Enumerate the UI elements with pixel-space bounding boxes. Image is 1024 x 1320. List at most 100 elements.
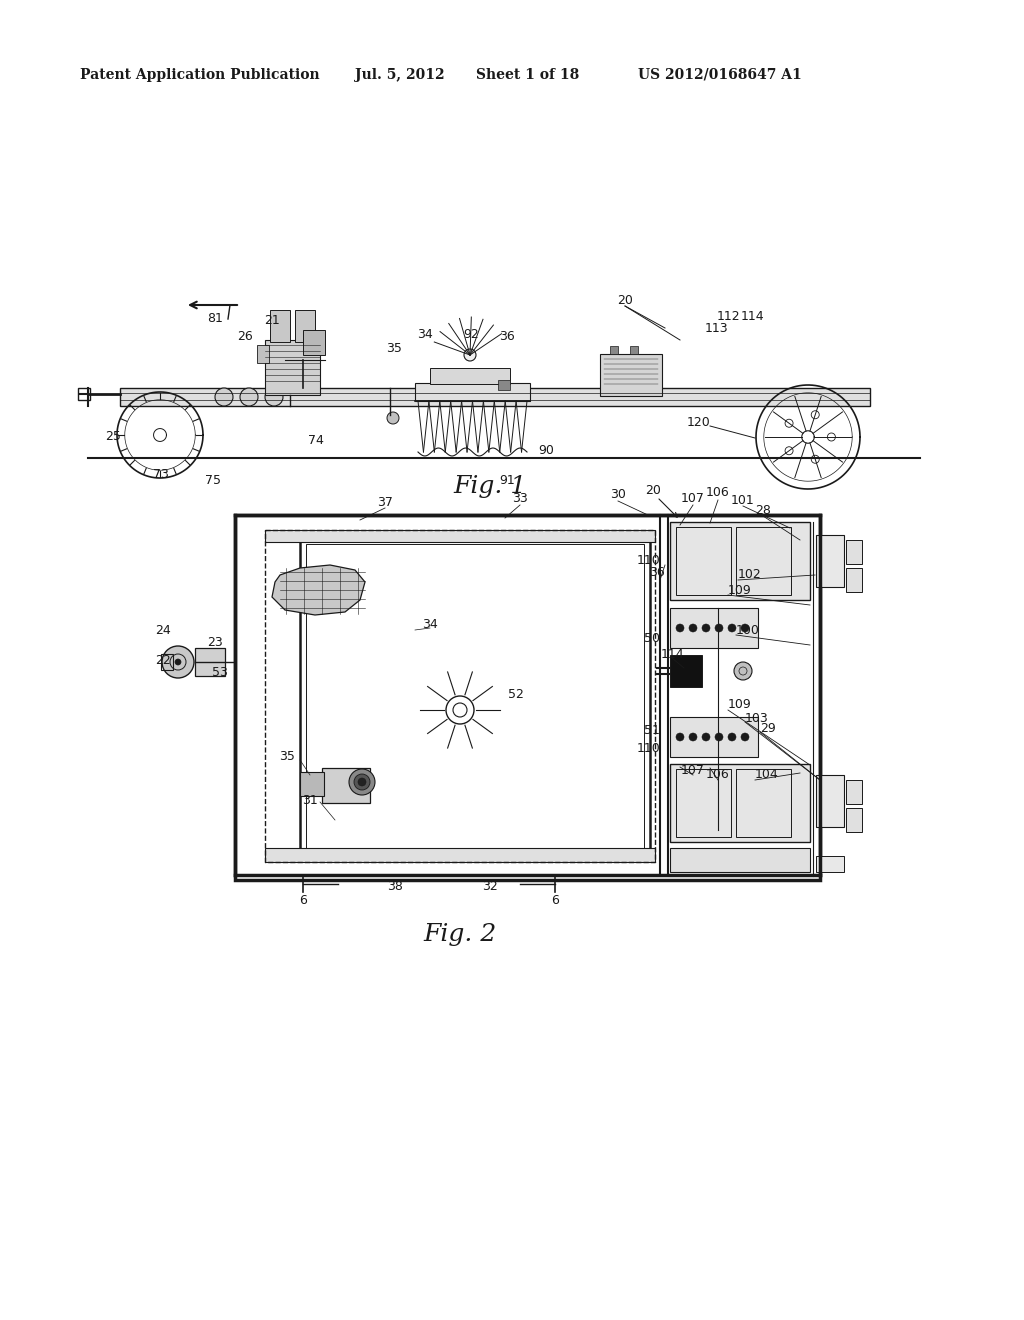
Bar (295, 310, 315, 342)
Circle shape (811, 455, 819, 463)
Text: 114: 114 (740, 309, 764, 322)
Circle shape (811, 411, 819, 418)
Bar (736, 770, 791, 837)
Circle shape (349, 770, 375, 795)
Bar (670, 655, 702, 686)
Text: 6: 6 (551, 894, 559, 907)
Bar (846, 808, 862, 832)
Bar (270, 310, 290, 342)
Text: 113: 113 (705, 322, 728, 335)
Circle shape (464, 348, 476, 360)
Circle shape (265, 388, 283, 407)
Text: 114: 114 (660, 648, 684, 661)
Bar (670, 609, 758, 648)
Text: 23: 23 (207, 635, 223, 648)
Text: 34: 34 (422, 619, 438, 631)
Circle shape (827, 433, 836, 441)
Text: 31: 31 (302, 793, 317, 807)
Bar (257, 345, 269, 363)
Text: 52: 52 (508, 689, 524, 701)
Text: 24: 24 (155, 623, 171, 636)
Bar (846, 540, 862, 564)
Text: 101: 101 (731, 494, 755, 507)
Text: 53: 53 (212, 665, 228, 678)
Bar (816, 855, 844, 873)
Bar (300, 772, 324, 796)
Text: 81: 81 (207, 312, 223, 325)
Circle shape (215, 388, 233, 407)
Text: 51: 51 (644, 723, 660, 737)
Bar (846, 568, 862, 591)
Bar (736, 527, 791, 595)
Bar (161, 653, 173, 671)
Bar (265, 341, 319, 395)
Text: 73: 73 (153, 467, 169, 480)
Circle shape (358, 777, 366, 785)
Text: 20: 20 (645, 483, 660, 496)
Text: 35: 35 (386, 342, 402, 355)
Circle shape (676, 733, 684, 741)
Text: 35: 35 (280, 751, 295, 763)
Circle shape (240, 388, 258, 407)
Text: 26: 26 (238, 330, 253, 342)
Bar (670, 521, 810, 601)
Text: 110: 110 (636, 553, 660, 566)
Bar (816, 535, 844, 587)
Text: 38: 38 (387, 879, 402, 892)
Polygon shape (272, 565, 365, 615)
Text: 6: 6 (299, 894, 307, 907)
Text: 109: 109 (728, 583, 752, 597)
Bar (630, 346, 638, 354)
Text: 90: 90 (538, 445, 554, 458)
Text: Fig. 2: Fig. 2 (423, 924, 497, 946)
Circle shape (689, 624, 697, 632)
Text: 37: 37 (377, 495, 393, 508)
Text: 36: 36 (499, 330, 515, 343)
Circle shape (728, 733, 736, 741)
Circle shape (702, 733, 710, 741)
Circle shape (387, 412, 399, 424)
Text: 30: 30 (610, 488, 626, 502)
Bar (430, 368, 510, 384)
Bar (415, 383, 530, 401)
Bar (303, 330, 325, 355)
Bar (670, 717, 758, 756)
Bar (322, 768, 370, 803)
Text: 50: 50 (644, 631, 660, 644)
Circle shape (162, 645, 194, 678)
Bar (670, 847, 810, 873)
Bar (846, 780, 862, 804)
Text: 20: 20 (617, 293, 633, 306)
Text: 103: 103 (745, 711, 769, 725)
Bar (816, 775, 844, 828)
Bar (498, 380, 510, 389)
Circle shape (741, 624, 749, 632)
Text: US 2012/0168647 A1: US 2012/0168647 A1 (638, 69, 802, 82)
Text: 106: 106 (707, 487, 730, 499)
Text: 75: 75 (205, 474, 221, 487)
Bar (120, 388, 870, 407)
Bar (195, 648, 225, 676)
Bar (676, 770, 731, 837)
Circle shape (715, 624, 723, 632)
Bar (610, 346, 618, 354)
Text: Sheet 1 of 18: Sheet 1 of 18 (476, 69, 580, 82)
Text: 28: 28 (755, 503, 771, 516)
Text: Jul. 5, 2012: Jul. 5, 2012 (355, 69, 444, 82)
Circle shape (689, 733, 697, 741)
Text: 21: 21 (264, 314, 280, 326)
Bar (78, 388, 90, 400)
Text: 25: 25 (105, 430, 121, 444)
Circle shape (728, 624, 736, 632)
Bar (300, 539, 650, 861)
Text: 112: 112 (716, 309, 739, 322)
Circle shape (734, 663, 752, 680)
Bar (600, 354, 662, 396)
Bar (234, 515, 820, 880)
Text: 106: 106 (707, 768, 730, 781)
Text: 109: 109 (728, 698, 752, 711)
Text: 32: 32 (482, 879, 498, 892)
Circle shape (785, 420, 793, 428)
Text: 74: 74 (308, 433, 324, 446)
Bar (306, 544, 644, 854)
